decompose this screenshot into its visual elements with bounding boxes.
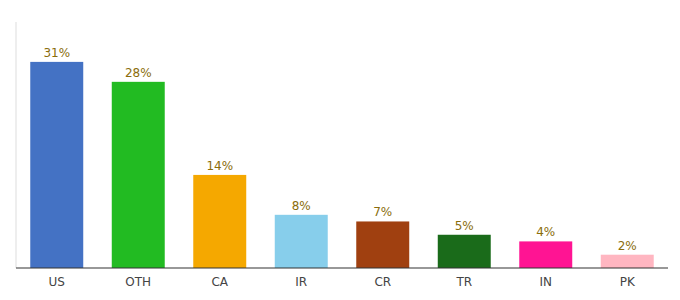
bar [356,221,409,268]
bar [275,215,328,268]
x-tick-label: CR [374,275,391,289]
bar [112,82,165,268]
data-label: 14% [206,159,233,173]
chart: US OTH CA IR CR TR IN PK 31% 28% 14% 8% 7% 5% 4% 2% [0,0,680,300]
x-tick-label: IN [539,275,552,289]
data-label: 28% [125,66,152,80]
x-tick-label: IR [295,275,307,289]
x-axis-line [16,267,668,268]
x-tick-label: TR [455,275,472,289]
data-label: 2% [618,239,637,253]
y-axis-line [16,22,17,268]
bar [193,175,246,268]
data-label: 31% [43,46,70,60]
data-label: 4% [536,225,555,239]
bars [30,62,653,268]
x-tick-label: CA [211,275,228,289]
x-tick-label: US [49,275,65,289]
bar [601,255,654,268]
data-label: 8% [292,199,311,213]
bar [438,235,491,268]
bar [519,241,572,268]
chart-container: US OTH CA IR CR TR IN PK 31% 28% 14% 8% 7% 5% 4% 2% [0,0,680,300]
data-label: 7% [373,205,392,219]
x-tick-label: PK [620,275,636,289]
x-tick-label: OTH [125,275,151,289]
bar [30,62,83,268]
data-label: 5% [455,219,474,233]
